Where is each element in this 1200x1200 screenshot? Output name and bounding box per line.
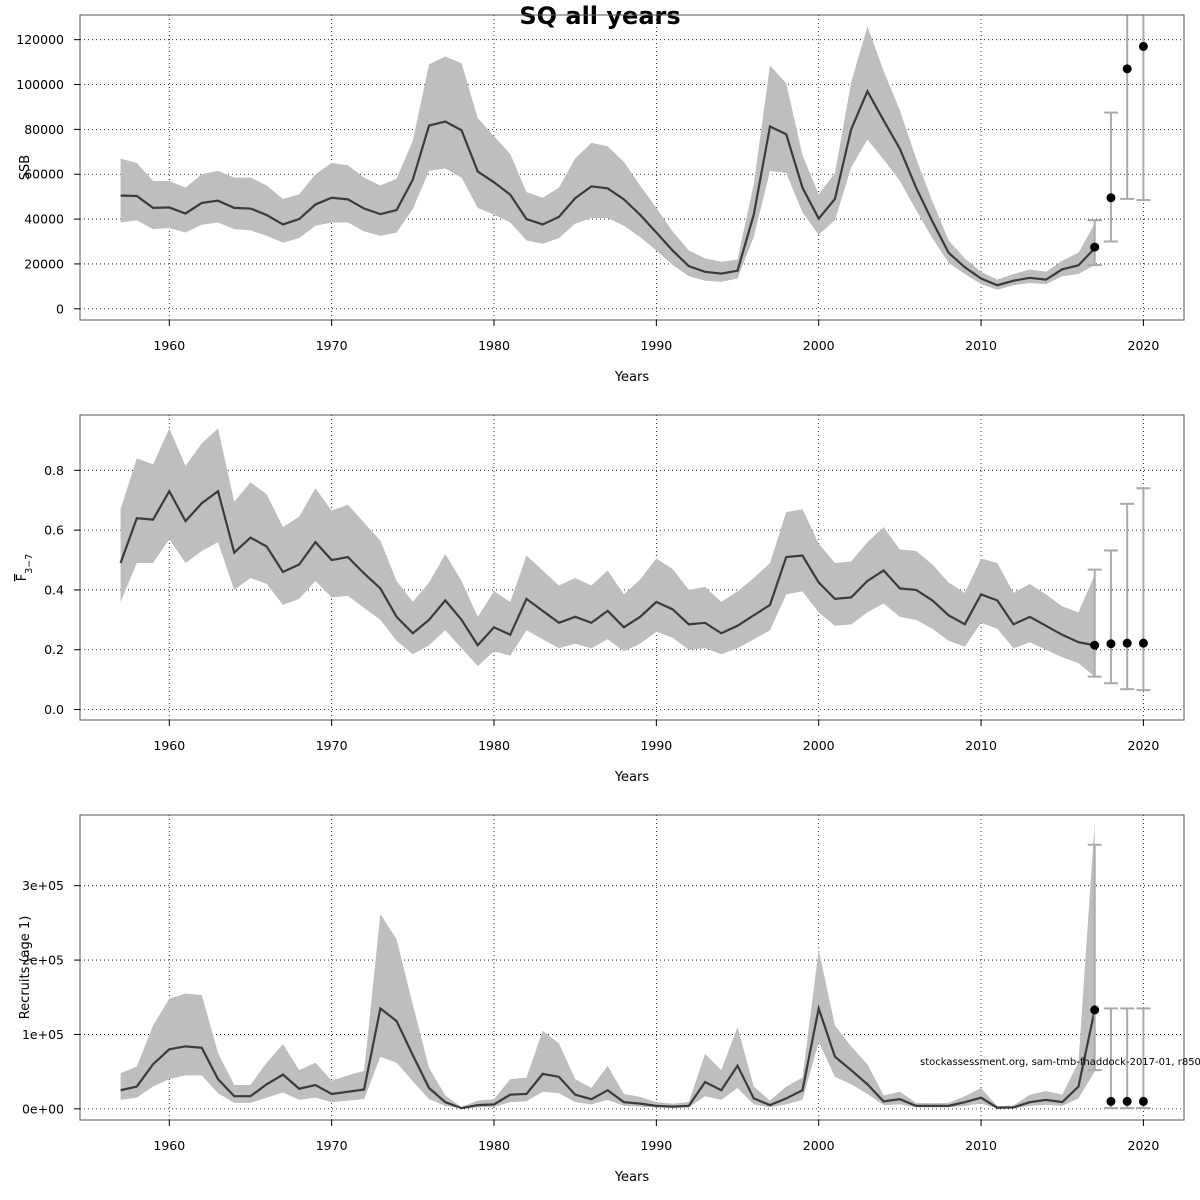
x-tick-label: 2020	[1128, 1138, 1160, 1153]
y-axis-label: SSB	[18, 155, 33, 180]
x-tick-label: 2010	[965, 338, 997, 353]
y-tick-label: 1e+05	[22, 1027, 64, 1042]
estimate-line	[120, 88, 1096, 287]
footnote: stockassessment.org, sam-tmb-fhaddock-20…	[920, 1057, 1200, 1068]
x-tick-label: 1980	[478, 338, 510, 353]
forecast-point	[1122, 638, 1132, 648]
y-tick-label: 60000	[24, 167, 64, 182]
forecast-point	[1090, 1005, 1100, 1015]
plot-frame	[79, 414, 1185, 721]
x-tick-label: 2000	[803, 1138, 835, 1153]
x-tick-label: 2010	[965, 738, 997, 753]
y-tick-label: 0e+00	[22, 1101, 64, 1116]
panels: 1960 1970 1980 1990 2000 2010 2020 0 20000 40000 6…	[15, 14, 1185, 1185]
x-tick-label: 1960	[153, 1138, 185, 1153]
forecast-point	[1122, 1096, 1132, 1106]
x-tick-label: 1980	[478, 738, 510, 753]
forecast-point	[1090, 242, 1100, 252]
y-tick-label: 100000	[16, 77, 64, 92]
confidence-band	[120, 26, 1095, 290]
plot-frame	[79, 814, 1185, 1121]
y-tick-label: 40000	[24, 212, 64, 227]
confidence-band	[120, 428, 1095, 677]
x-tick-label: 1970	[316, 738, 348, 753]
forecast-point	[1106, 1096, 1116, 1106]
y-tick-label: 80000	[24, 122, 64, 137]
x-axis-label: Years	[614, 770, 650, 785]
y-tick-label: 0.2	[44, 642, 64, 657]
y-tick-label: 0	[56, 301, 64, 316]
forecast-point	[1138, 1096, 1148, 1106]
y-axis-label: Recruits (age 1)	[18, 916, 33, 1020]
x-tick-label: 1990	[640, 1138, 672, 1153]
y-axis-label: F3−7	[15, 554, 35, 582]
x-tick-label: 2020	[1128, 338, 1160, 353]
x-tick-label: 1990	[640, 338, 672, 353]
figure-title: SQ all years	[519, 2, 680, 30]
y-tick-label: 120000	[16, 32, 64, 47]
y-tick-label: 0.6	[44, 523, 64, 538]
forecast-point	[1090, 640, 1100, 650]
forecast-point	[1106, 639, 1116, 649]
plot-frame	[79, 14, 1185, 321]
x-axis-label: Years	[614, 1170, 650, 1185]
panel-3: 1960 1970 1980 1990 2000 2010 2020 0e+00 1e+05 2e…	[18, 814, 1185, 1185]
x-axis-label: Years	[614, 370, 650, 385]
panel-2: 1960 1970 1980 1990 2000 2010 2020 0.0 0.2 0.4 0.6…	[15, 414, 1185, 785]
y-tick-label: 2e+05	[22, 953, 64, 968]
panel-1: 1960 1970 1980 1990 2000 2010 2020 0 20000 40000 6…	[16, 14, 1185, 385]
x-tick-label: 1990	[640, 738, 672, 753]
y-tick-label: 0.4	[44, 582, 64, 597]
forecast-point	[1138, 41, 1148, 51]
x-tick-label: 1980	[478, 1138, 510, 1153]
forecast-point	[1106, 193, 1116, 203]
y-tick-label: 0.8	[44, 463, 64, 478]
x-tick-label: 2000	[803, 738, 835, 753]
x-tick-label: 1960	[153, 338, 185, 353]
y-tick-label: 20000	[24, 256, 64, 271]
x-tick-label: 1970	[316, 338, 348, 353]
x-tick-label: 2000	[803, 338, 835, 353]
x-tick-label: 2020	[1128, 738, 1160, 753]
x-tick-label: 1960	[153, 738, 185, 753]
x-tick-label: 1970	[316, 1138, 348, 1153]
forecast-point	[1122, 64, 1132, 74]
y-tick-label: 3e+05	[22, 878, 64, 893]
estimate-line	[120, 1004, 1096, 1110]
forecast-point	[1138, 638, 1148, 648]
estimate-line	[119, 488, 1095, 648]
x-tick-label: 2010	[965, 1138, 997, 1153]
y-tick-label: 0.0	[44, 702, 64, 717]
